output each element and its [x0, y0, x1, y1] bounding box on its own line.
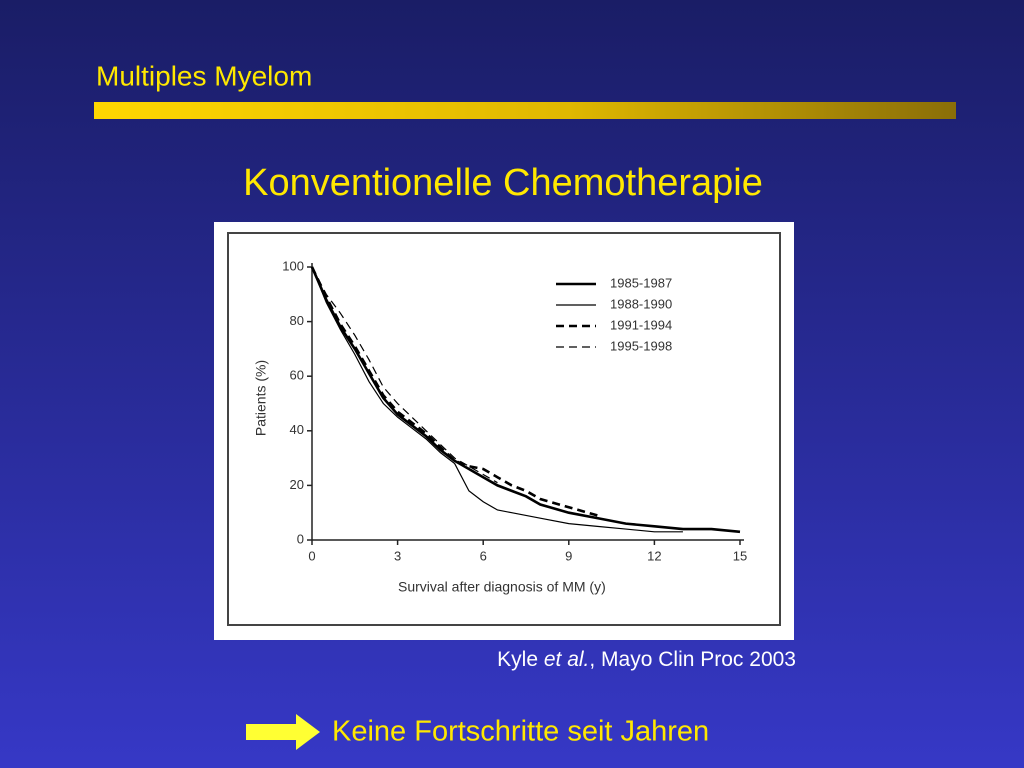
y-tick-label: 80 — [290, 313, 304, 328]
x-tick-label: 15 — [733, 548, 747, 563]
header-bar — [94, 102, 956, 119]
citation: Kyle et al., Mayo Clin Proc 2003 — [497, 648, 796, 671]
y-tick-label: 20 — [290, 477, 304, 492]
x-axis-label: Survival after diagnosis of MM (y) — [398, 579, 606, 595]
survival-line — [311, 266, 683, 533]
y-tick-label: 100 — [282, 258, 304, 273]
legend-label: 1995-1998 — [610, 338, 672, 353]
header-title: Multiples Myelom — [96, 60, 312, 91]
x-tick-label: 9 — [565, 548, 572, 563]
plot: Survival after diagnosis of MM (y) Patie… — [253, 258, 748, 594]
y-tick-label: 40 — [290, 422, 304, 437]
y-axis-label: Patients (%) — [253, 360, 269, 436]
slide-title: Konventionelle Chemotherapie — [243, 162, 763, 204]
survival-line — [310, 266, 741, 534]
y-tick-label: 0 — [297, 531, 304, 546]
x-tick-label: 0 — [308, 548, 315, 563]
arrow-icon — [246, 714, 320, 750]
survival-line — [310, 266, 598, 517]
x-tick-label: 3 — [394, 548, 401, 563]
legend-label: 1991-1994 — [610, 317, 672, 332]
citation-etal: et al. — [544, 648, 590, 671]
x-tick-label: 12 — [647, 548, 661, 563]
conclusion: Keine Fortschritte seit Jahren — [332, 716, 709, 748]
citation-author: Kyle — [497, 648, 544, 671]
legend-label: 1988-1990 — [610, 296, 672, 311]
x-tick-label: 6 — [480, 548, 487, 563]
legend-label: 1985-1987 — [610, 275, 672, 290]
citation-source: , Mayo Clin Proc 2003 — [589, 648, 796, 671]
chart-frame — [227, 232, 781, 626]
y-tick-label: 60 — [290, 368, 304, 383]
survival-line — [311, 266, 498, 484]
